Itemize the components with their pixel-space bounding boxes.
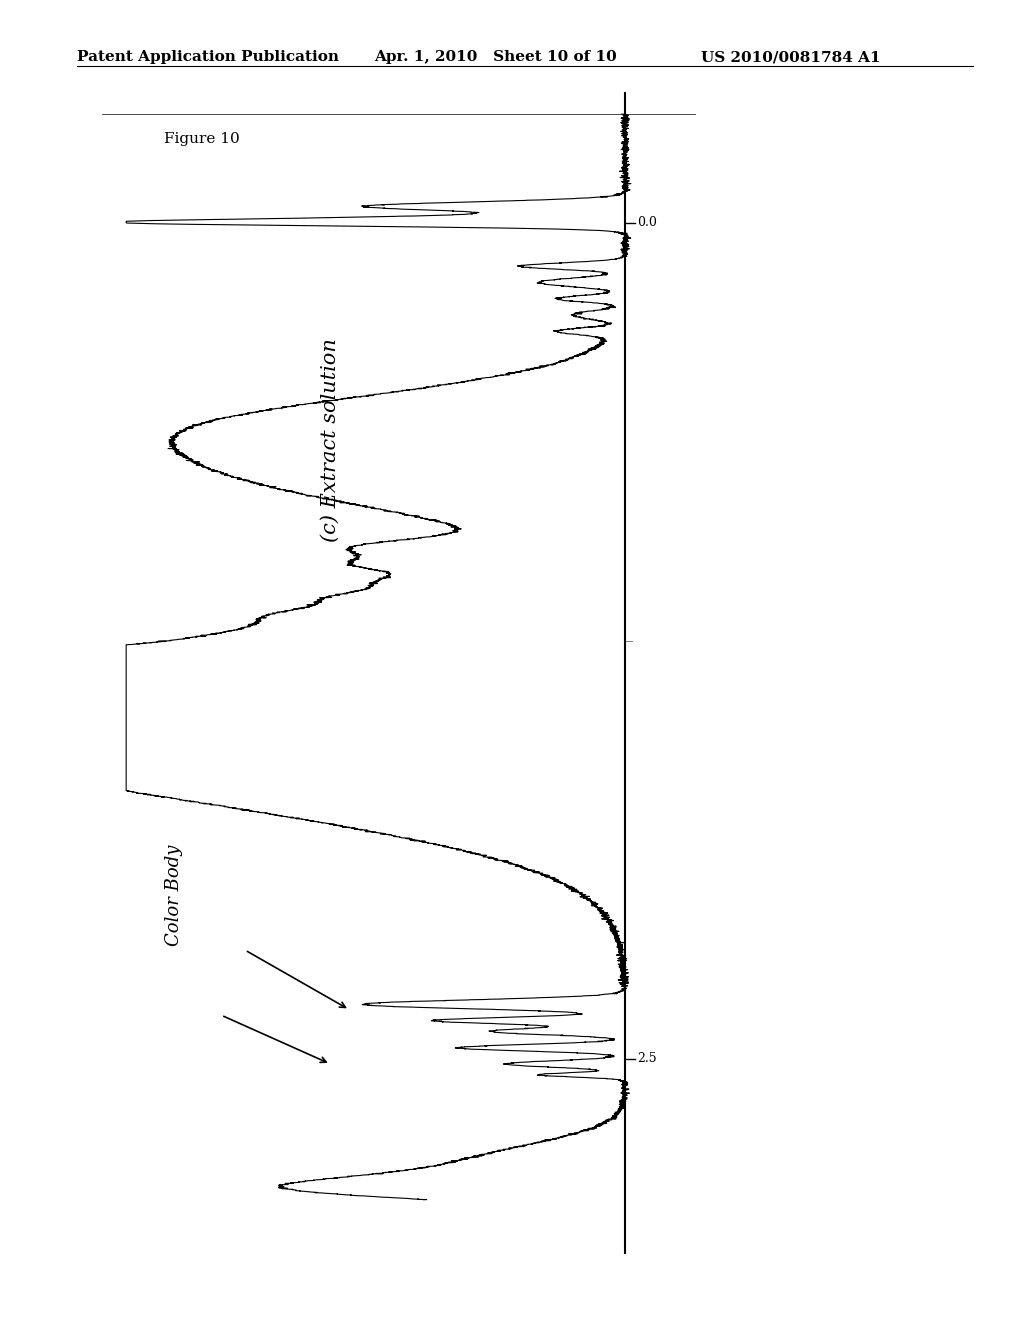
- Text: US 2010/0081784 A1: US 2010/0081784 A1: [701, 50, 881, 65]
- Text: (c) Extract solution: (c) Extract solution: [321, 338, 340, 541]
- Text: Color Body: Color Body: [165, 845, 182, 946]
- Text: Patent Application Publication: Patent Application Publication: [77, 50, 339, 65]
- Text: 2.5: 2.5: [637, 1052, 656, 1065]
- Text: 0.0: 0.0: [637, 216, 656, 230]
- Text: Figure 10: Figure 10: [164, 132, 240, 147]
- Text: Apr. 1, 2010   Sheet 10 of 10: Apr. 1, 2010 Sheet 10 of 10: [374, 50, 616, 65]
